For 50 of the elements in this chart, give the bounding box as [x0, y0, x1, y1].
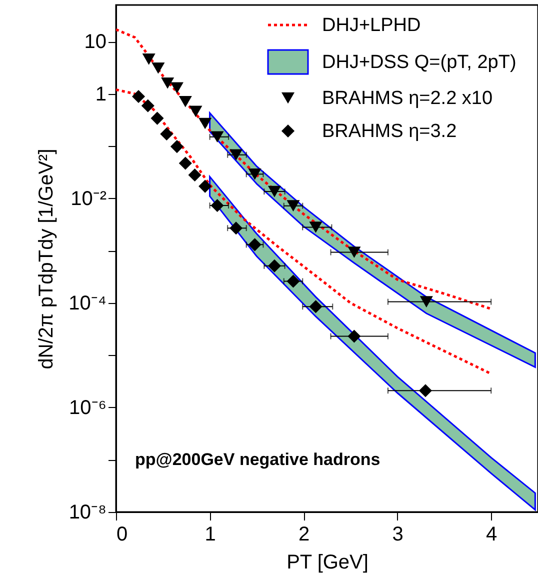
x-axis-title: PT [GeV] [286, 552, 368, 574]
point [142, 54, 156, 65]
legend-label: BRAHMS η=2.2 x10 [322, 88, 493, 109]
legend-label: DHJ+LPHD [322, 15, 421, 36]
point [198, 118, 212, 130]
point [268, 259, 282, 272]
x-tick-label: 4 [486, 524, 498, 546]
y-axis-title: dN/2π pTdpTdy [1/GeV²] [36, 148, 58, 370]
point [248, 168, 262, 180]
point [230, 149, 243, 160]
y-tick-label: 1 [95, 83, 106, 106]
y-tick-label: 10⁻⁸ [68, 502, 106, 524]
point [170, 82, 184, 94]
point [161, 77, 174, 89]
legend-label: BRAHMS η=3.2 [322, 121, 457, 142]
x-tick-label: 1 [204, 524, 216, 546]
point [286, 200, 300, 212]
point [348, 330, 361, 343]
point [160, 128, 174, 141]
x-tick-label: 2 [298, 524, 310, 546]
y-tick-label: 10⁻⁶ [69, 396, 106, 419]
legend-label: DHJ+DSS Q=(pT, 2pT) [322, 52, 516, 73]
point [348, 246, 361, 258]
y-tick-label: 10⁻² [70, 188, 107, 210]
point [178, 156, 192, 170]
y-tick-label: 10⁻⁴ [68, 292, 106, 314]
point [248, 238, 262, 252]
point [309, 300, 322, 314]
annotation: pp@200GeV negative hadrons [135, 450, 380, 469]
point [188, 168, 202, 182]
point [420, 296, 433, 308]
point [210, 131, 224, 143]
point [141, 99, 154, 112]
line-series [116, 88, 492, 376]
x-tick-label: 0 [116, 524, 128, 546]
point [210, 198, 224, 212]
point [170, 140, 184, 154]
point [178, 96, 192, 108]
point [198, 180, 212, 193]
point [152, 62, 165, 74]
point [268, 186, 282, 198]
point [286, 274, 300, 288]
point [150, 112, 164, 125]
point [189, 106, 202, 118]
x-tick-label: 3 [392, 524, 404, 546]
point [309, 222, 322, 233]
point [418, 384, 432, 398]
point [230, 222, 243, 235]
y-tick-label: 10 [84, 31, 106, 54]
point [132, 90, 146, 103]
